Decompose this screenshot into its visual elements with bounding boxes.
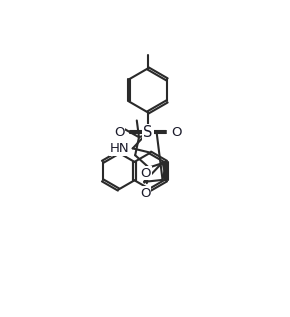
Text: O: O <box>140 166 151 179</box>
Text: O: O <box>140 187 151 200</box>
Text: O: O <box>114 126 125 139</box>
Text: O: O <box>171 126 182 139</box>
Text: HN: HN <box>110 142 130 155</box>
Text: S: S <box>143 125 153 140</box>
